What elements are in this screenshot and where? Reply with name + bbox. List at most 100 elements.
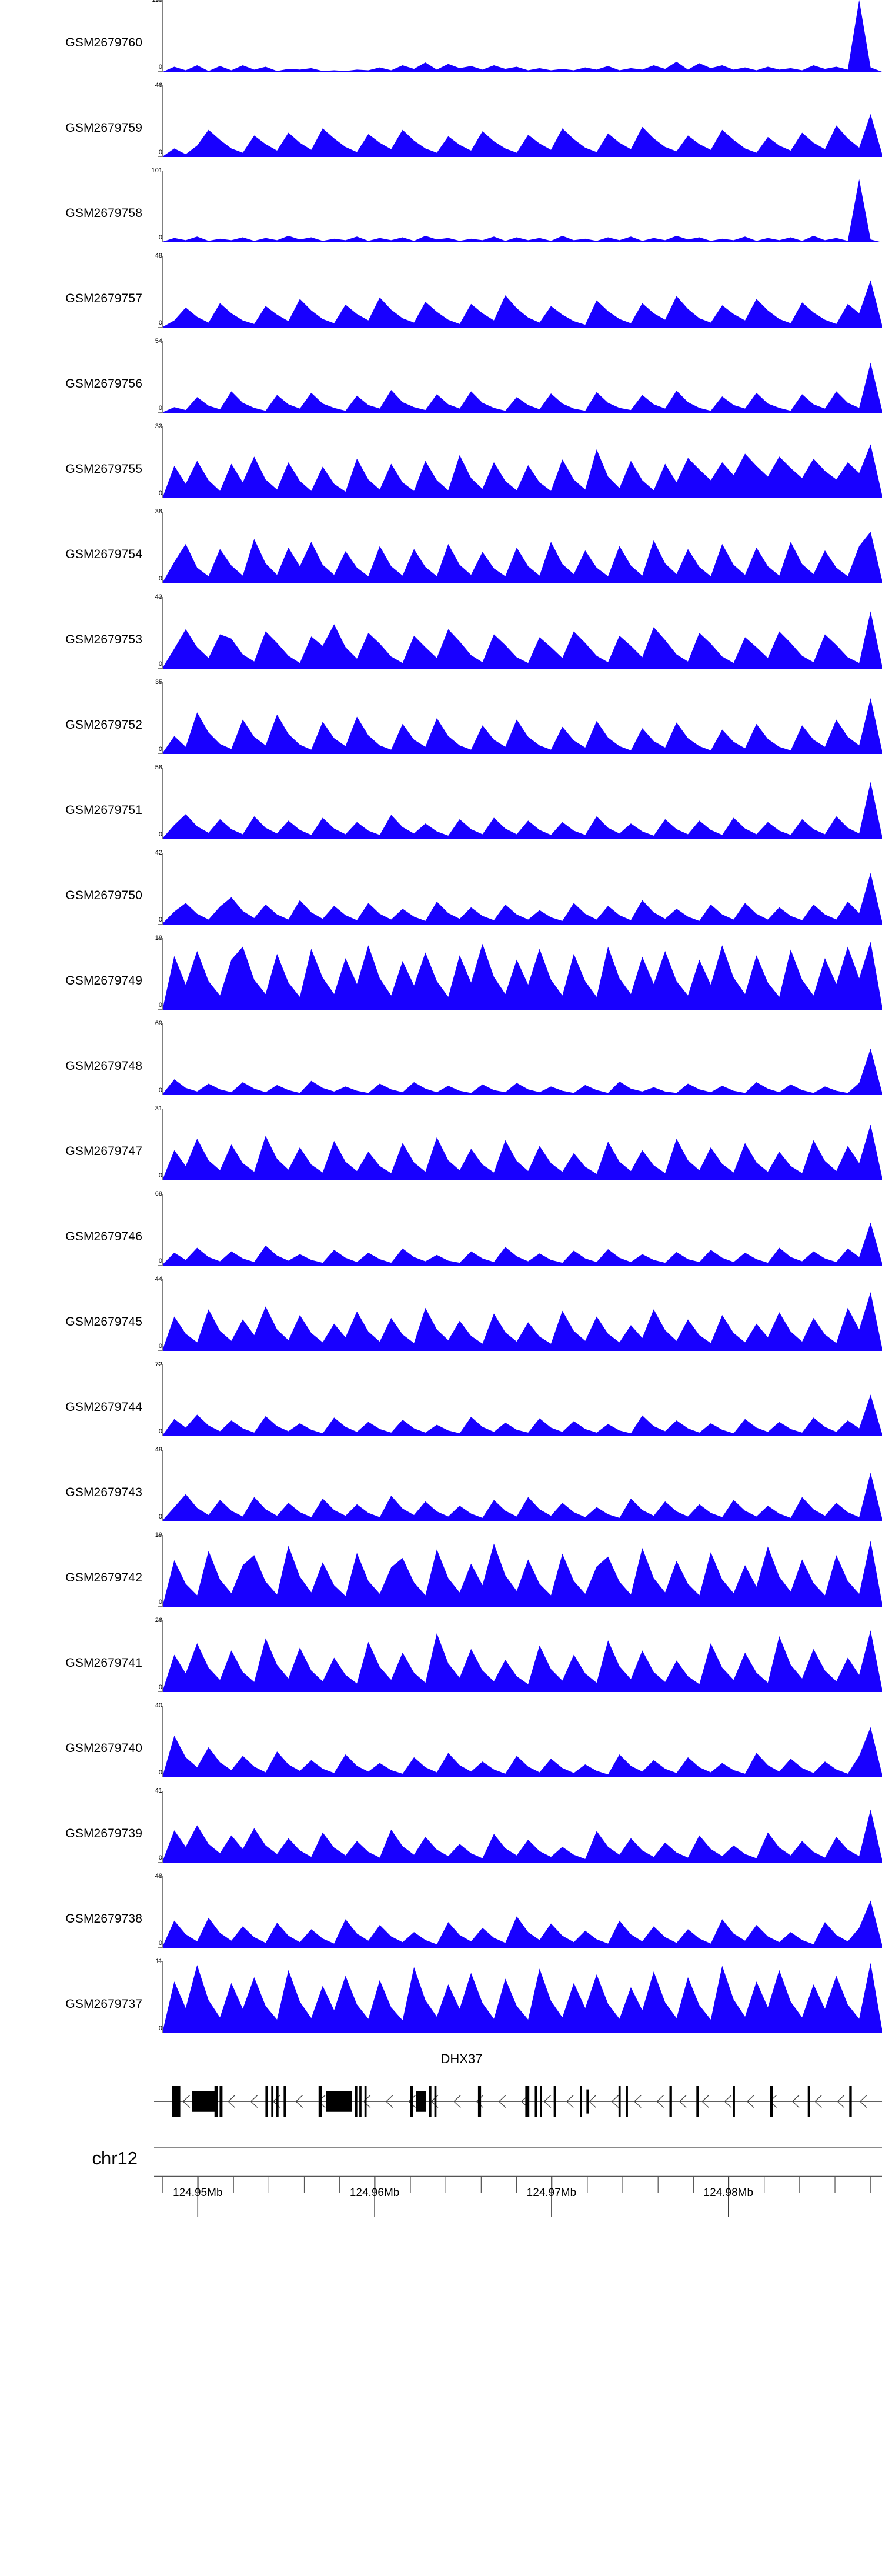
axis-max-label: 43 [155,593,162,600]
track-plot-area[interactable]: 11 0 [154,1958,882,2047]
track-plot-area[interactable]: 48 0 [154,1873,882,1961]
track-plot-area[interactable]: 35 0 [154,679,882,768]
coverage-tracks: GSM2679760 118 0 GSM2679759 46 0 GSM2679758 101… [0,0,882,2047]
coverage-area-chart [163,0,882,72]
axis-tick [158,1947,163,1948]
axis-max-label: 33 [155,423,162,430]
axis-tick [158,1535,163,1536]
track-plot-area[interactable]: 48 0 [154,252,882,341]
track-plot-area[interactable]: 46 0 [154,82,882,171]
track-sample-label: GSM2679745 [65,1314,142,1329]
axis-min-label: 0 [158,405,162,412]
coverage-track: GSM2679760 118 0 [0,0,882,85]
axis-tick [158,1961,163,1962]
track-plot-area[interactable]: 40 0 [154,1702,882,1791]
track-plot-area[interactable]: 43 0 [154,593,882,682]
coverage-area-chart [163,1364,882,1436]
track-plot-area[interactable]: 54 0 [154,338,882,426]
axis-tick [158,1606,163,1607]
coverage-track: GSM2679737 11 0 [0,1958,882,2047]
track-sample-label: GSM2679756 [65,376,142,391]
coverage-track: GSM2679754 38 0 [0,508,882,597]
axis-min-label: 0 [158,1599,162,1606]
track-sample-label: GSM2679759 [65,121,142,135]
coverage-area-chart [163,341,882,413]
axis-max-label: 18 [155,935,162,942]
ruler-major-label: 124.97Mb [526,2187,577,2199]
axis-tick [158,341,163,342]
axis-spine [162,341,163,413]
track-plot-area[interactable]: 69 0 [154,1020,882,1109]
gene-model-track: DHX37 [0,2047,882,2135]
axis-spine [162,597,163,669]
axis-max-label: 58 [155,764,162,771]
axis-min-label: 0 [158,1769,162,1776]
ruler-major-label: 124.96Mb [349,2187,400,2199]
axis-spine [162,85,163,157]
axis-spine [162,1961,163,2033]
coverage-track: GSM2679743 48 0 [0,1446,882,1535]
axis-min-label: 0 [158,1257,162,1264]
axis-tick [158,412,163,413]
axis-tick [158,1279,163,1280]
track-sample-label: GSM2679747 [65,1144,142,1158]
axis-min-label: 0 [158,575,162,582]
axis-max-label: 48 [155,252,162,259]
ruler-major-label: 124.95Mb [173,2187,223,2199]
track-plot-area[interactable]: 41 0 [154,1787,882,1876]
track-plot-area[interactable]: 42 0 [154,849,882,938]
track-sample-label: GSM2679742 [65,1570,142,1584]
track-sample-label: GSM2679760 [65,35,142,49]
axis-spine [162,1876,163,1948]
track-plot-area[interactable]: 19 0 [154,1531,882,1620]
track-plot-area[interactable]: 58 0 [154,764,882,853]
axis-tick [158,1023,163,1024]
coverage-area-chart [163,85,882,157]
track-plot-area[interactable]: 18 0 [154,935,882,1023]
ruler-major-label: 124.98Mb [703,2187,754,2199]
track-sample-label: GSM2679739 [65,1826,142,1840]
axis-spine [162,1706,163,1777]
axis-min-label: 0 [158,149,162,156]
axis-min-label: 0 [158,746,162,753]
chromosome-ruler-canvas[interactable]: 124.95Mb 124.96Mb 124.97Mb 124.98Mb [154,2140,882,2237]
coverage-area-chart [163,1279,882,1351]
gene-model-canvas[interactable] [154,2069,882,2125]
track-plot-area[interactable]: 33 0 [154,423,882,512]
axis-max-label: 44 [155,1276,162,1283]
chromosome-ruler-track: chr12 124.95Mb 124.96Mb 124.97Mb 124.98Mb [0,2135,882,2241]
axis-max-label: 72 [155,1361,162,1368]
axis-tick [158,1364,163,1365]
axis-max-label: 48 [155,1446,162,1453]
track-plot-area[interactable]: 38 0 [154,508,882,597]
track-plot-area[interactable]: 31 0 [154,1105,882,1194]
axis-min-label: 0 [158,1854,162,1861]
axis-min-label: 0 [158,1428,162,1435]
axis-min-label: 0 [158,319,162,326]
axis-tick [158,0,163,1]
axis-max-label: 19 [155,1531,162,1539]
axis-spine [162,1450,163,1521]
axis-tick [158,156,163,157]
axis-tick [158,1876,163,1877]
axis-max-label: 68 [155,1190,162,1197]
track-plot-area[interactable]: 68 0 [154,1190,882,1279]
axis-max-label: 69 [155,1020,162,1027]
track-plot-area[interactable]: 48 0 [154,1446,882,1535]
coverage-area-chart [163,1450,882,1521]
track-sample-label: GSM2679740 [65,1741,142,1755]
coverage-track: GSM2679755 33 0 [0,423,882,512]
coverage-area-chart [163,682,882,754]
track-plot-area[interactable]: 44 0 [154,1276,882,1364]
coverage-area-chart [163,1535,882,1607]
track-plot-area[interactable]: 101 0 [152,167,882,256]
axis-min-label: 0 [158,1513,162,1520]
track-sample-label: GSM2679754 [65,547,142,561]
coverage-track: GSM2679756 54 0 [0,338,882,426]
coverage-area-chart [163,426,882,498]
track-plot-area[interactable]: 118 0 [152,0,882,85]
axis-spine [162,0,163,72]
track-sample-label: GSM2679752 [65,718,142,732]
track-plot-area[interactable]: 26 0 [154,1617,882,1706]
track-plot-area[interactable]: 72 0 [154,1361,882,1450]
